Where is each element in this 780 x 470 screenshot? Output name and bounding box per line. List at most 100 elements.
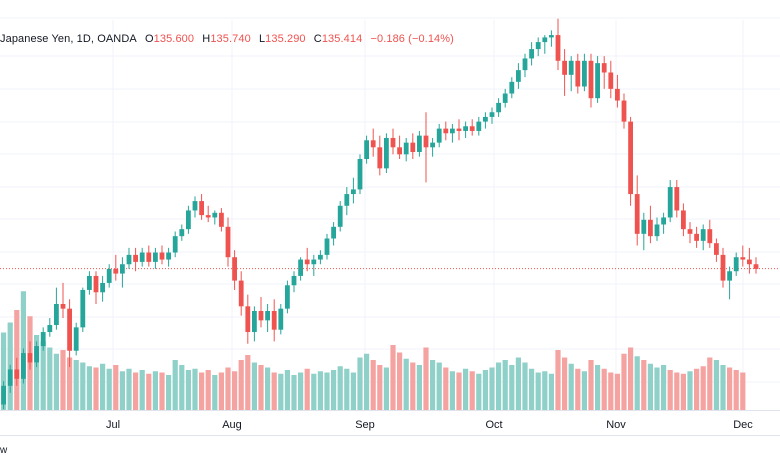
volume-bar [548, 373, 554, 410]
candle-body [456, 128, 462, 131]
volume-bar [535, 372, 541, 410]
candle-body [126, 254, 132, 265]
candle-body [351, 189, 356, 195]
candle-body [40, 332, 46, 347]
candle-body [588, 60, 594, 99]
candle-body [27, 353, 33, 363]
candle-body [245, 306, 251, 333]
low-label: L [258, 33, 266, 45]
candle-body [410, 142, 416, 152]
volume-bar [166, 375, 172, 410]
candle-body [146, 252, 152, 262]
volume-bar [159, 372, 165, 410]
volume-bar [661, 365, 667, 410]
volume-bar [496, 362, 502, 410]
candle-body [390, 137, 396, 148]
volume-bar [225, 367, 231, 410]
candle-body [654, 224, 660, 237]
volume-bar [139, 370, 145, 410]
candle-body [674, 187, 680, 211]
volume-bar [463, 368, 469, 410]
candle-body [73, 327, 79, 351]
volume-bar [119, 371, 125, 410]
volume-bar [146, 373, 152, 410]
volume-bar [707, 357, 713, 410]
candle-body [522, 58, 528, 71]
candle-body [529, 49, 534, 59]
candle-body [469, 126, 475, 131]
volume-bar [410, 362, 416, 410]
volume-bar [377, 365, 383, 410]
candle-body [212, 212, 218, 218]
candle-body [331, 226, 336, 239]
volume-bar [364, 353, 370, 410]
candle-body [304, 259, 310, 265]
candle-body [733, 257, 739, 272]
volume-bar [529, 368, 535, 410]
candle-body [67, 308, 72, 351]
candle-body [582, 60, 587, 87]
candle-body [87, 275, 92, 290]
candle-body [707, 229, 713, 244]
volume-bar [357, 357, 363, 410]
candle-body [265, 310, 270, 321]
candle-body [205, 215, 211, 218]
candle-body [357, 159, 363, 190]
candle-body [153, 252, 158, 262]
candle-body [47, 325, 53, 333]
volume-bar [100, 363, 106, 410]
candle-body [225, 226, 231, 258]
volume-bar [397, 352, 403, 410]
candle-body [377, 147, 383, 169]
candle-body [549, 35, 554, 38]
candle-body [252, 310, 257, 333]
volume-bar [469, 371, 475, 410]
candle-body [271, 310, 277, 330]
candle-body [450, 128, 455, 134]
open-value: 135.600 [153, 33, 195, 45]
volume-bar [304, 368, 310, 410]
candle-body [1, 385, 7, 405]
volume-bar [245, 355, 251, 410]
volume-bar [212, 375, 218, 410]
volume-bar [337, 366, 343, 410]
volume-bar [456, 372, 462, 410]
volume-bar [205, 370, 211, 410]
volume-bar [489, 367, 495, 410]
volume-bar [324, 372, 330, 410]
candle-body [285, 285, 290, 309]
volume-bar [509, 365, 515, 410]
volume-bar [331, 370, 337, 410]
volume-bar [621, 353, 627, 410]
candle-body [634, 194, 640, 234]
candle-body [159, 252, 165, 260]
volume-bar [562, 357, 568, 410]
close-value: 135.414 [321, 33, 363, 45]
volume-bar [199, 372, 205, 410]
candle-body [700, 229, 706, 241]
candle-body [562, 60, 567, 75]
candle-body [403, 142, 409, 155]
candle-body [417, 135, 422, 152]
candle-body [258, 310, 264, 321]
volume-bar [449, 371, 455, 410]
candle-body [555, 35, 561, 61]
candle-body [568, 60, 574, 75]
candle-body [648, 219, 653, 237]
volume-bar [40, 341, 46, 410]
candle-body [720, 254, 726, 281]
volume-bar [687, 371, 693, 410]
volume-bar [317, 371, 323, 410]
candle-body [641, 219, 647, 234]
candle-body [344, 194, 350, 206]
candle-body [714, 243, 719, 255]
volume-bar [106, 368, 112, 410]
volume-bar [588, 360, 594, 410]
candle-body [489, 112, 495, 117]
volume-bar [634, 356, 640, 410]
candle-body [139, 252, 145, 262]
candle-body [615, 88, 620, 101]
volume-bar [80, 362, 86, 410]
candle-body [687, 229, 693, 234]
